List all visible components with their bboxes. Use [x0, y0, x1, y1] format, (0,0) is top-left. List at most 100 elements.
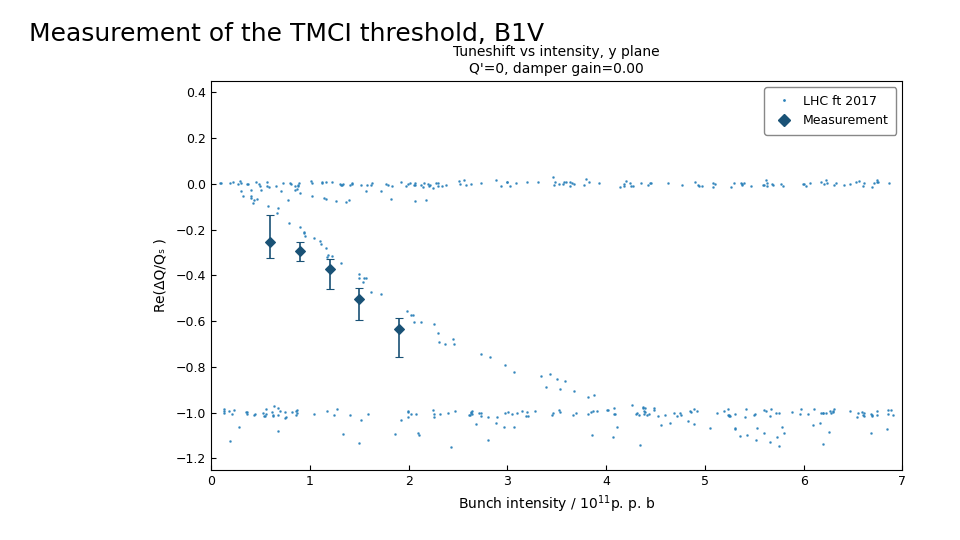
Point [801, 409, 816, 418]
Point [549, 374, 564, 383]
Text: 2018-07-24: 2018-07-24 [10, 513, 89, 526]
Text: 34: 34 [933, 513, 950, 526]
Point [821, 428, 836, 436]
Point [422, 181, 438, 190]
Point [509, 179, 524, 188]
Point [762, 438, 778, 447]
Point [248, 410, 263, 418]
Point [222, 437, 237, 445]
Point [881, 179, 897, 187]
Point [739, 431, 755, 440]
Point [297, 228, 312, 237]
Point [292, 189, 307, 198]
Point [332, 179, 348, 188]
Point [239, 410, 254, 418]
Point [797, 179, 812, 188]
Point [445, 335, 461, 343]
Point [759, 181, 775, 190]
Point [747, 411, 762, 420]
Point [351, 274, 367, 283]
Point [500, 178, 516, 186]
Point [319, 194, 334, 203]
Point [612, 183, 628, 191]
Point [772, 408, 787, 417]
Point [836, 181, 852, 190]
Point [342, 181, 357, 190]
Point [636, 403, 651, 412]
Point [823, 407, 838, 416]
Point [232, 176, 248, 185]
Point [530, 178, 545, 186]
Point [408, 409, 423, 418]
Point [419, 195, 434, 204]
Point [297, 229, 312, 238]
Point [637, 403, 653, 412]
Point [564, 410, 580, 419]
Point [353, 181, 369, 190]
Point [816, 408, 831, 417]
Point [403, 410, 419, 418]
Point [473, 409, 489, 417]
Point [357, 273, 372, 282]
Point [588, 406, 604, 415]
Point [625, 181, 640, 190]
Point [871, 178, 886, 186]
Point [353, 416, 369, 424]
Point [545, 173, 561, 181]
Point [283, 179, 299, 188]
Point [351, 439, 367, 448]
Point [736, 179, 752, 187]
Point [706, 183, 721, 191]
Point [640, 181, 656, 190]
Point [880, 410, 896, 418]
Point [641, 410, 657, 418]
Point [231, 422, 247, 431]
Point [793, 405, 808, 414]
Point [407, 179, 422, 187]
Point [586, 407, 601, 415]
Point [324, 178, 340, 187]
Point [606, 404, 621, 413]
Point [482, 353, 497, 362]
Point [438, 340, 453, 349]
Point [441, 409, 456, 417]
Point [329, 405, 345, 414]
Point [271, 204, 286, 213]
Point [634, 179, 649, 187]
Point [400, 408, 416, 417]
Point [813, 178, 828, 186]
Point [290, 182, 305, 191]
Point [453, 179, 468, 188]
Point [843, 407, 858, 415]
Point [647, 406, 662, 414]
Point [458, 180, 473, 189]
Point [465, 410, 480, 418]
Point [221, 407, 236, 416]
Point [863, 409, 878, 418]
Point [216, 407, 231, 415]
Point [277, 414, 293, 422]
Point [723, 411, 738, 420]
Point [314, 240, 329, 249]
Point [562, 182, 577, 191]
Point [273, 407, 288, 415]
Point [738, 404, 754, 413]
Point [256, 411, 272, 420]
Point [709, 409, 725, 417]
Point [534, 372, 549, 380]
Point [216, 405, 231, 414]
Point [658, 410, 673, 419]
Point [429, 179, 444, 187]
Point [826, 408, 841, 416]
Point [880, 406, 896, 414]
Point [317, 193, 332, 202]
Point [319, 178, 334, 186]
Point [378, 179, 394, 188]
Point [728, 424, 743, 433]
Point [510, 409, 525, 417]
Point [551, 180, 566, 188]
Point [732, 432, 748, 441]
Point [544, 410, 560, 419]
Point [646, 404, 661, 413]
Point [236, 192, 252, 201]
